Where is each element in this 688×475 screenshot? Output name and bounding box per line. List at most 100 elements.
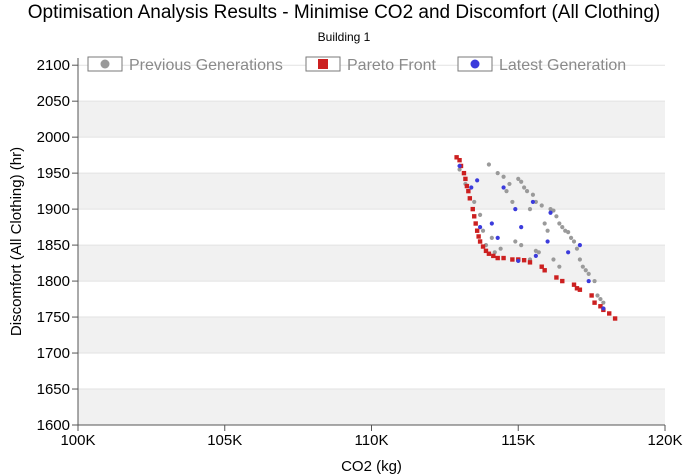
data-point: [476, 234, 481, 239]
data-point: [491, 253, 496, 259]
data-point: [492, 250, 497, 255]
data-point: [568, 235, 574, 241]
data-point: [524, 189, 530, 194]
chart-subtitle: Building 1: [317, 30, 371, 44]
data-point: [516, 176, 521, 181]
data-point: [554, 275, 559, 280]
data-point: [545, 228, 550, 233]
x-tick-label: 120K: [647, 432, 682, 449]
data-point: [566, 250, 571, 255]
grid-band: [78, 101, 665, 138]
data-point: [533, 199, 538, 205]
data-point: [589, 293, 594, 298]
data-point: [522, 185, 527, 190]
data-point: [521, 258, 527, 263]
data-point: [586, 271, 591, 276]
data-point: [530, 192, 536, 197]
data-point: [475, 178, 480, 183]
grid-band: [78, 173, 665, 210]
y-tick-label: 1900: [37, 201, 70, 218]
data-point: [580, 264, 585, 269]
data-point: [574, 246, 580, 251]
data-point: [571, 282, 577, 287]
data-point: [571, 239, 577, 244]
legend-label: Previous Generations: [129, 57, 283, 74]
x-tick-label: 115K: [501, 432, 535, 449]
data-point: [533, 248, 538, 253]
x-axis-title: CO2 (kg): [341, 458, 402, 475]
y-tick-label: 1800: [37, 273, 70, 290]
data-point: [592, 300, 597, 305]
data-point: [551, 208, 556, 213]
chart-title: Optimisation Analysis Results - Minimise…: [27, 2, 661, 23]
data-point: [519, 242, 524, 248]
y-tick-label: 1600: [37, 417, 70, 434]
data-point: [513, 207, 518, 212]
data-point: [489, 221, 494, 226]
data-point: [466, 188, 471, 194]
data-point: [473, 221, 478, 226]
data-point: [457, 157, 462, 163]
data-point: [486, 251, 492, 256]
grid-band: [78, 389, 665, 425]
data-point: [542, 221, 547, 226]
data-point: [469, 185, 474, 190]
data-point: [577, 257, 582, 262]
data-point: [501, 185, 506, 190]
data-point: [530, 199, 536, 205]
data-point: [601, 300, 606, 305]
data-point: [461, 170, 467, 176]
data-point: [592, 278, 597, 284]
y-tick-label: 2000: [37, 129, 70, 146]
y-tick-label: 2100: [37, 57, 70, 74]
data-point: [598, 296, 603, 302]
data-point: [464, 183, 470, 189]
data-point: [501, 255, 506, 261]
data-point: [477, 212, 483, 217]
data-point: [457, 163, 462, 169]
data-point: [467, 196, 473, 201]
data-point: [560, 225, 565, 230]
data-point: [510, 199, 515, 205]
data-point: [463, 176, 468, 182]
data-point: [472, 214, 477, 219]
data-point: [548, 210, 553, 215]
data-point: [612, 316, 618, 321]
y-tick-label: 1750: [37, 309, 70, 326]
data-point: [495, 255, 500, 261]
data-point: [474, 228, 480, 233]
y-tick-label: 1850: [37, 237, 70, 254]
data-point: [574, 286, 580, 291]
data-point: [577, 242, 582, 248]
data-point: [539, 203, 544, 208]
data-point: [527, 260, 533, 265]
y-tick-label: 2050: [37, 93, 70, 110]
data-point: [539, 264, 544, 269]
data-points: [454, 155, 618, 321]
legend-marker: [100, 59, 110, 69]
grid-band: [78, 317, 665, 354]
axes: [72, 58, 666, 431]
data-point: [516, 258, 521, 264]
data-point: [510, 257, 515, 262]
x-tick-label: 100K: [60, 432, 95, 449]
data-point: [480, 244, 486, 249]
data-point: [607, 311, 612, 316]
data-point: [542, 268, 547, 273]
data-point: [545, 239, 550, 244]
data-point: [472, 199, 477, 205]
data-point: [519, 225, 524, 230]
data-point: [507, 181, 512, 187]
plot-background: [78, 58, 665, 425]
data-point: [566, 230, 571, 235]
data-point: [477, 225, 483, 230]
data-point: [495, 171, 500, 176]
legend-item-pareto-front: Pareto Front: [305, 56, 436, 74]
data-point: [486, 162, 491, 167]
data-point: [527, 207, 533, 212]
data-point: [489, 235, 494, 241]
tick-labels: 100K 105K 110K 115K 120K 1600 1650 1700 1750 1800…: [37, 57, 683, 449]
data-point: [560, 278, 565, 284]
